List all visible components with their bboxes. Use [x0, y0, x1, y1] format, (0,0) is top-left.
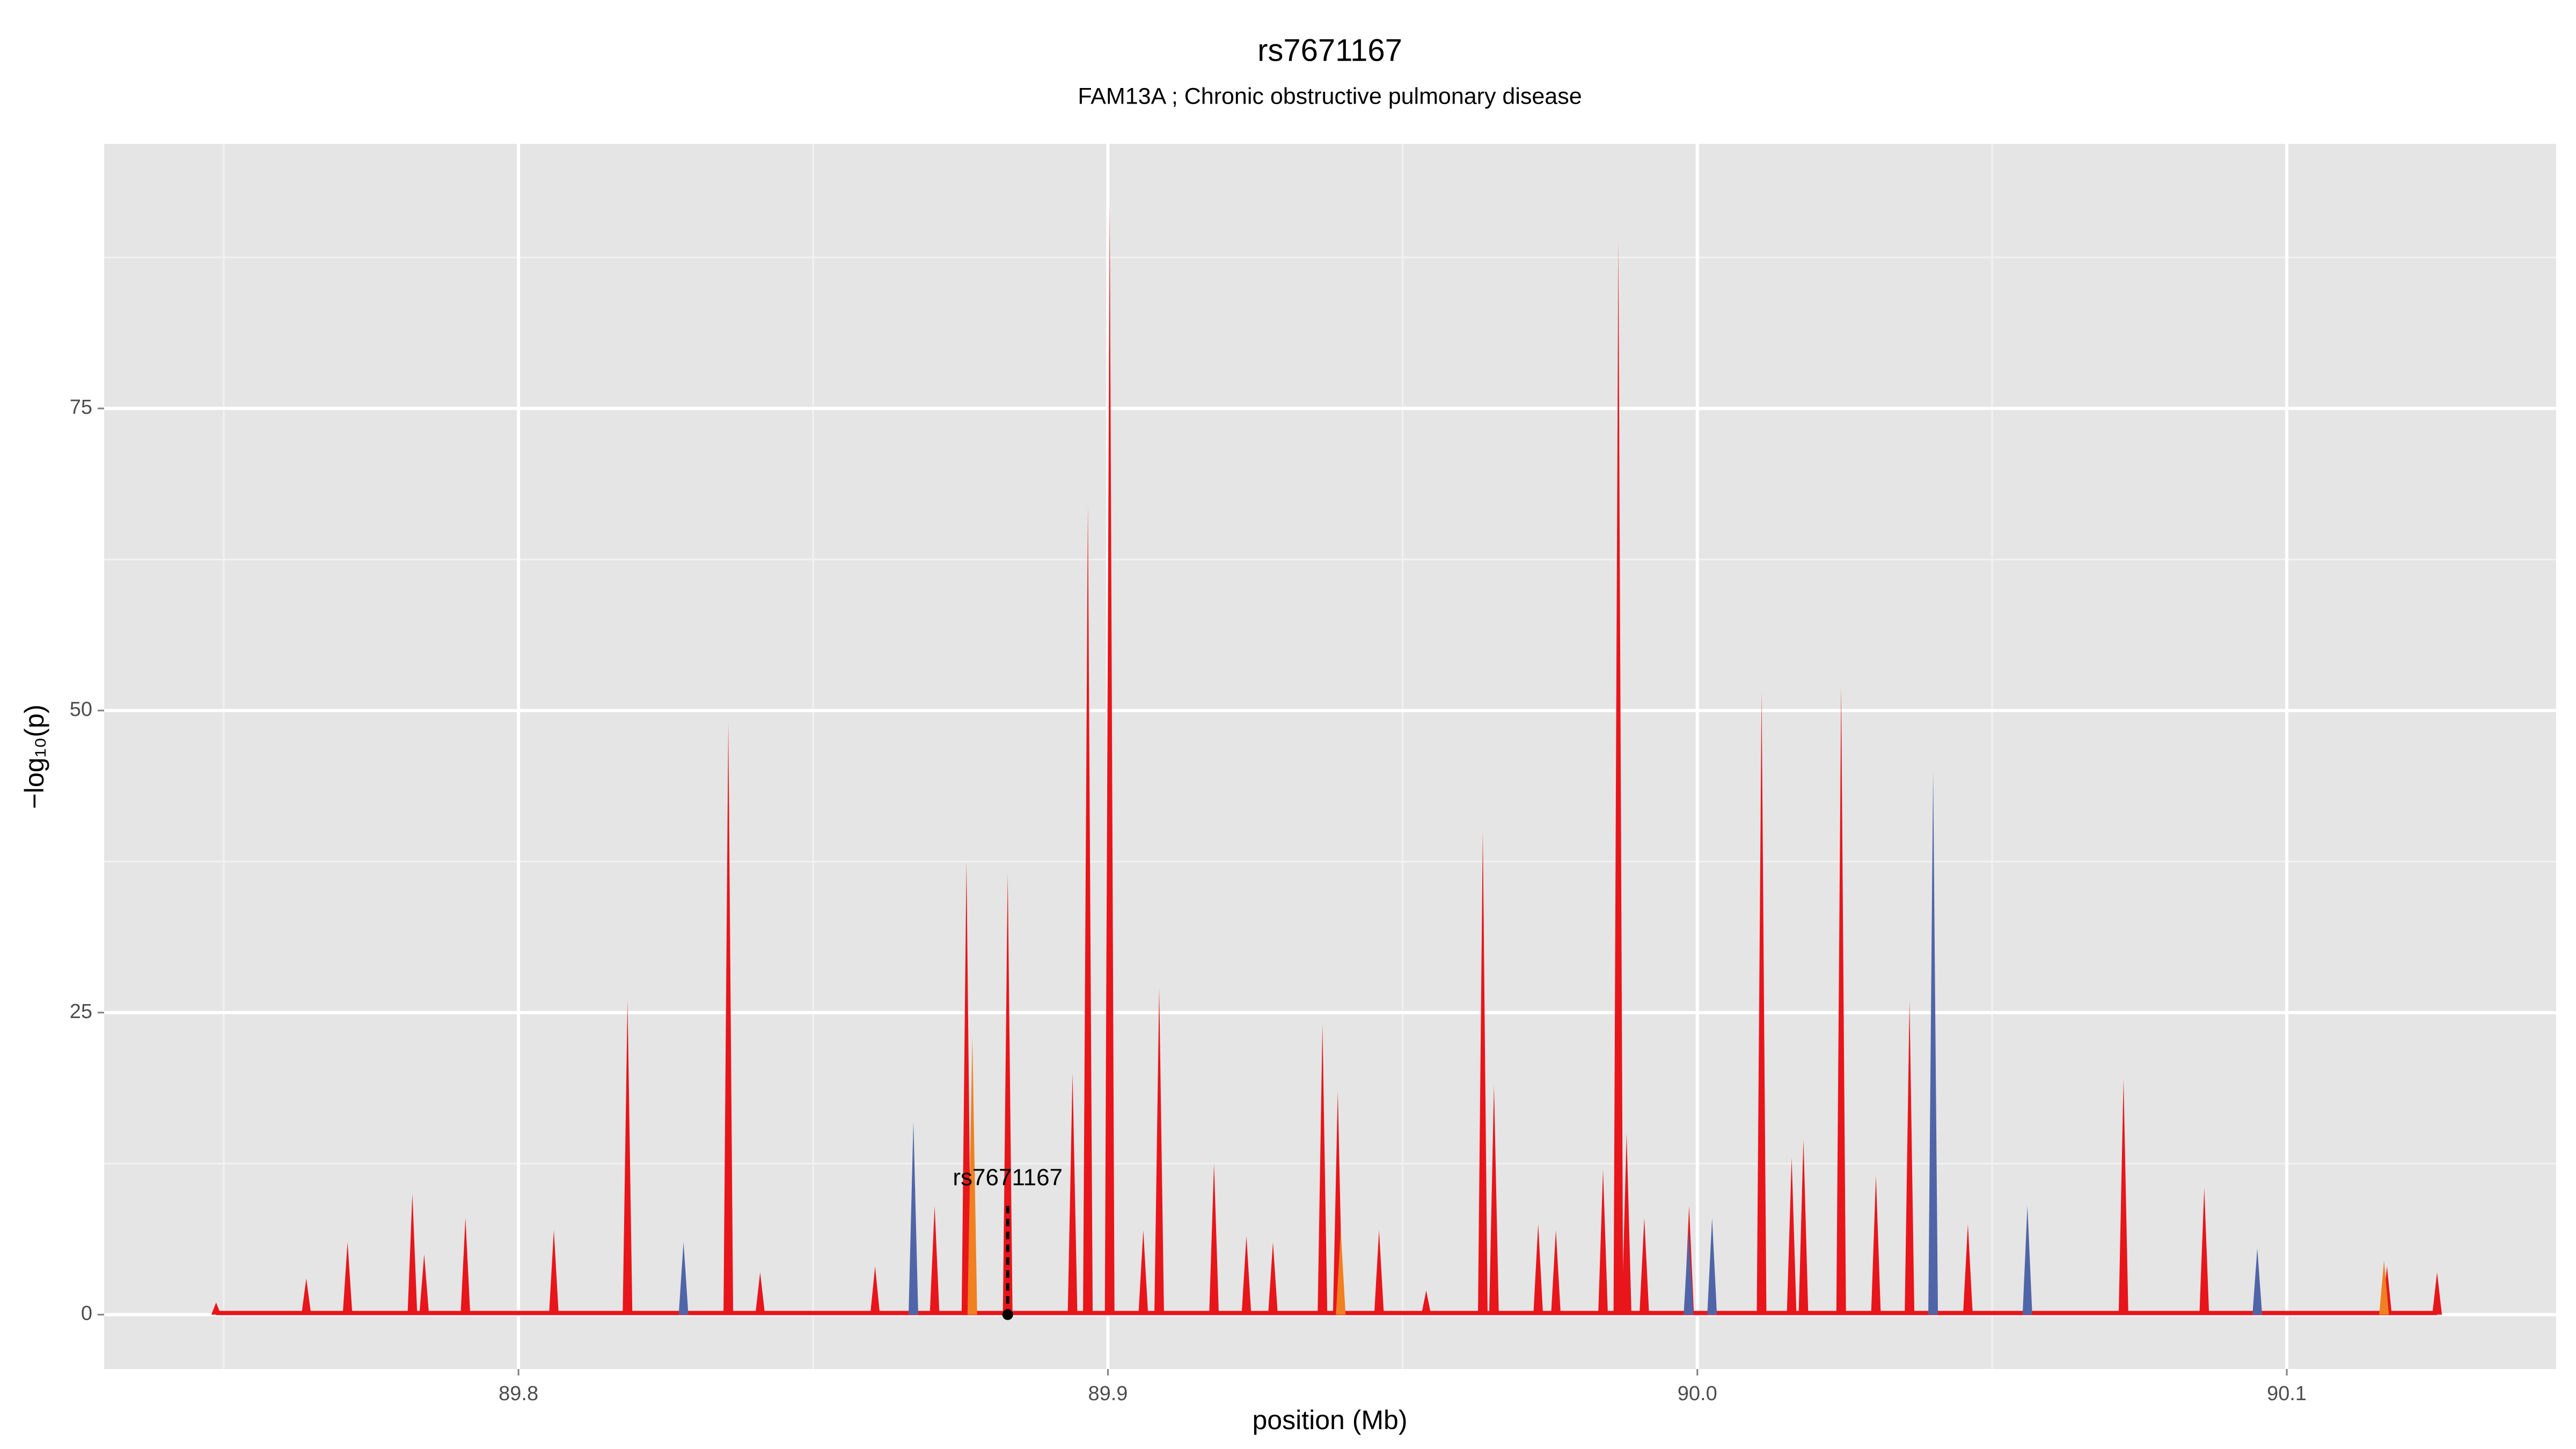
- spike: [2432, 1272, 2442, 1315]
- spike: [1241, 1236, 1252, 1315]
- spike: [1787, 1157, 1797, 1315]
- annotation-label: rs7671167: [953, 1165, 1063, 1191]
- spike: [967, 1036, 977, 1315]
- x-tick-label: 90.1: [2267, 1382, 2307, 1405]
- spike: [419, 1254, 429, 1315]
- spike: [1083, 505, 1093, 1315]
- spike: [211, 1302, 221, 1315]
- spike: [908, 1121, 918, 1315]
- spike: [1268, 1242, 1278, 1315]
- spike: [460, 1218, 471, 1315]
- y-tick-label: 25: [70, 1000, 92, 1023]
- spike: [1757, 692, 1767, 1315]
- spike: [301, 1278, 311, 1315]
- spike: [1374, 1230, 1384, 1315]
- spike: [1209, 1163, 1219, 1315]
- spike: [1928, 771, 1938, 1315]
- spike: [1138, 1230, 1148, 1315]
- spike: [2379, 1260, 2389, 1315]
- spike: [1154, 988, 1164, 1315]
- spike: [1836, 686, 1846, 1315]
- spike: [1002, 873, 1013, 1315]
- x-tick-label: 89.9: [1088, 1382, 1128, 1405]
- spike: [342, 1242, 353, 1315]
- spike: [2252, 1248, 2263, 1315]
- spike: [1551, 1230, 1561, 1315]
- spike: [2199, 1188, 2209, 1315]
- plot-panel: [104, 144, 2556, 1369]
- spike: [1598, 1169, 1608, 1315]
- spike: [870, 1266, 880, 1315]
- spike: [1905, 1000, 1915, 1315]
- spike: [1621, 1133, 1631, 1315]
- spike: [1639, 1218, 1649, 1315]
- spike: [1613, 239, 1623, 1315]
- spike: [1684, 1230, 1694, 1315]
- spike: [723, 722, 734, 1315]
- x-axis-label: position (Mb): [1253, 1405, 1408, 1435]
- spike: [549, 1230, 559, 1315]
- x-tick-label: 90.0: [1678, 1382, 1717, 1405]
- spike: [1477, 831, 1488, 1315]
- spike: [2118, 1079, 2128, 1315]
- spike: [1871, 1175, 1881, 1315]
- chart-title: rs7671167: [1257, 33, 1402, 68]
- y-tick-label: 0: [81, 1302, 92, 1325]
- spike: [1798, 1139, 1809, 1315]
- spike: [1707, 1218, 1717, 1315]
- spike: [1067, 1073, 1078, 1315]
- spike: [1421, 1290, 1431, 1315]
- spike: [623, 1000, 633, 1315]
- annotation-point: [1002, 1309, 1013, 1320]
- spike: [1318, 1024, 1328, 1315]
- spike: [1963, 1224, 1973, 1315]
- spike: [407, 1194, 418, 1315]
- spike: [1104, 203, 1115, 1315]
- x-tick-label: 89.8: [499, 1382, 538, 1405]
- y-tick-label: 50: [70, 698, 92, 721]
- y-axis-label: −log₁₀(p): [19, 705, 49, 809]
- spike: [961, 861, 971, 1315]
- spike: [755, 1272, 765, 1315]
- spike: [1489, 1085, 1499, 1315]
- chart-subtitle: FAM13A ; Chronic obstructive pulmonary d…: [1078, 83, 1582, 109]
- y-tick-label: 75: [70, 396, 92, 419]
- spike: [1533, 1224, 1543, 1315]
- spike: [2022, 1206, 2032, 1315]
- spike: [1336, 1230, 1346, 1315]
- spike: [678, 1242, 689, 1315]
- spike: [930, 1206, 940, 1315]
